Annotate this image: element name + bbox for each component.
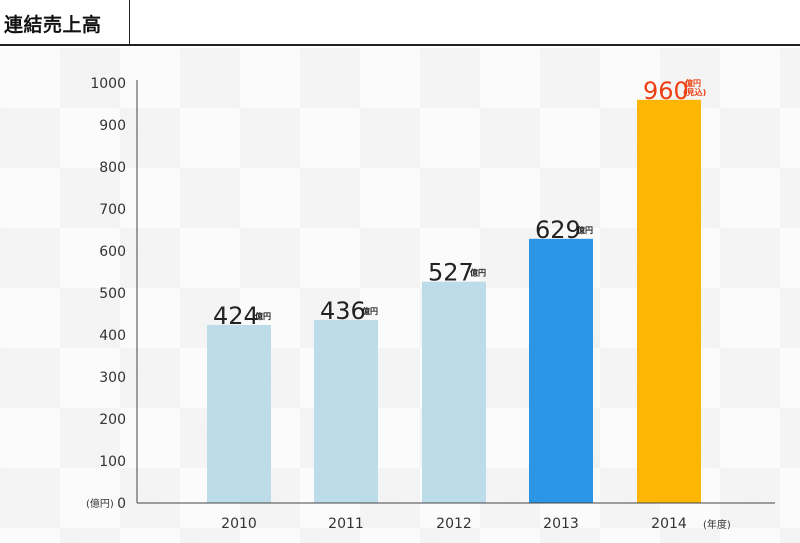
- y-tick-label: 200: [99, 412, 126, 428]
- section-title: 連結売上高: [4, 14, 102, 36]
- y-tick-label: 800: [99, 160, 126, 176]
- x-axis-categories: 2010 2011 2012 2013 2014: [221, 516, 687, 532]
- bar-2010: [207, 324, 271, 503]
- value-unit-2010: 億円: [255, 311, 271, 321]
- x-tick-label: 2013: [543, 516, 579, 532]
- value-unit-2013: 億円: [577, 225, 593, 235]
- value-unit-2011: 億円: [362, 306, 378, 316]
- y-tick-label: 500: [99, 286, 126, 302]
- y-tick-label: 0: [117, 496, 126, 512]
- bar-2012: [422, 281, 486, 503]
- x-tick-label: 2010: [221, 516, 257, 532]
- x-tick-label: 2012: [436, 516, 472, 532]
- value-label-2013: 629: [535, 216, 581, 244]
- value-label-2010: 424: [213, 302, 259, 330]
- x-axis-unit-label: (年度): [703, 518, 731, 531]
- title-separator: [129, 0, 130, 44]
- bar-2014: [637, 99, 701, 504]
- y-tick-label: 1000: [90, 76, 126, 92]
- value-unit-2012: 億円: [470, 268, 486, 278]
- value-note-2014: (見込): [683, 87, 706, 97]
- y-tick-label: 100: [99, 454, 126, 470]
- bars: [207, 99, 701, 504]
- header-rule: [0, 44, 800, 46]
- y-tick-label: 400: [99, 328, 126, 344]
- value-label-2011: 436: [320, 297, 366, 325]
- bar-2011: [314, 319, 378, 503]
- bar-2013: [529, 238, 593, 503]
- value-unit-2014: 億円: [685, 78, 701, 88]
- value-label-2012: 527: [428, 259, 474, 287]
- value-label-2014: 960: [643, 77, 689, 105]
- section-header: 連結売上高: [0, 0, 800, 46]
- y-tick-label: 600: [99, 244, 126, 260]
- y-tick-label: 300: [99, 370, 126, 386]
- y-tick-label: 900: [99, 118, 126, 134]
- x-tick-label: 2014: [651, 516, 687, 532]
- x-tick-label: 2011: [328, 516, 364, 532]
- y-axis-unit-label: (億円): [86, 497, 114, 510]
- y-tick-label: 700: [99, 202, 126, 218]
- y-axis-ticks: 0 100 200 300 400 500 600 700 800 900 1000: [90, 76, 126, 512]
